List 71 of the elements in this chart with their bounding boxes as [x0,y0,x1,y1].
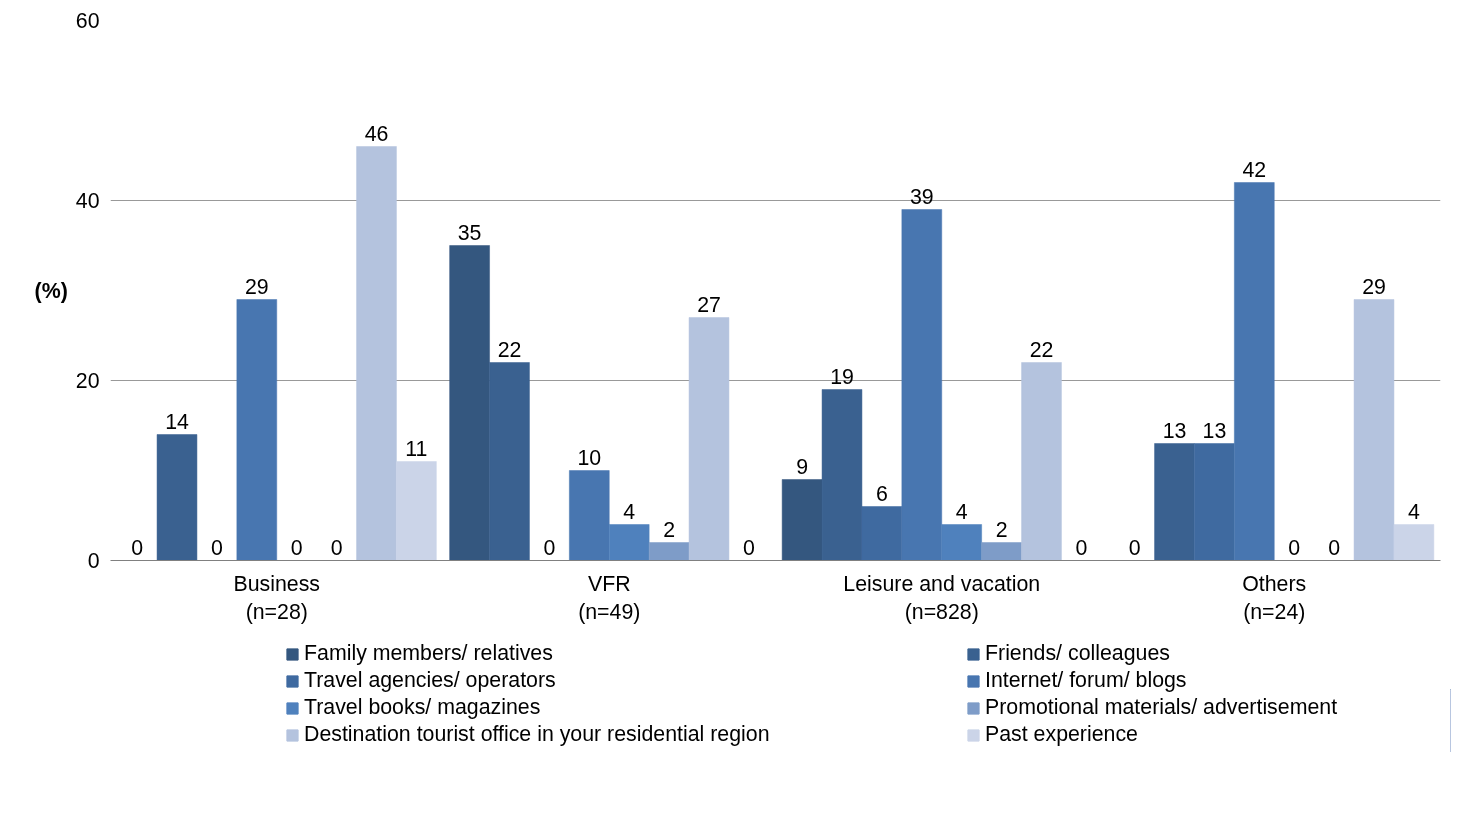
bar [1353,299,1395,561]
bar [688,317,730,561]
data-label: 14 [165,409,189,434]
data-label: 0 [1288,535,1301,560]
data-label: 0 [131,535,144,560]
data-label: 4 [955,499,968,524]
data-label: 19 [830,364,854,389]
bar [236,299,277,561]
bar [821,389,863,561]
legend-label: Travel agencies/ operators [304,668,557,693]
bar [1194,443,1235,561]
legend-label: Past experience [985,722,1139,747]
data-label: 0 [210,535,223,560]
data-label: 0 [1075,535,1088,560]
data-label: 42 [1242,157,1267,182]
bar [489,362,530,561]
legend-label: Promotional materials/ advertisement [985,695,1339,720]
bar [941,524,982,561]
data-label: 0 [543,535,556,560]
bar [449,245,490,561]
bar [781,479,823,561]
bar [156,434,198,561]
data-label: 0 [742,535,755,560]
bar [396,461,437,561]
data-label: 2 [995,517,1008,542]
data-label: 9 [796,454,809,479]
bar [981,542,1022,561]
x-tick-label: VFR (n=49) [578,571,641,625]
x-tick-label: Business (n=28) [233,571,321,625]
legend-label: Internet/ forum/ blogs [985,668,1188,693]
data-label: 27 [697,292,721,317]
y-tick-label: 40 [75,189,100,213]
data-label: 0 [290,535,303,560]
x-tick-label: Leisure and vacation (n=828) [843,571,1041,625]
y-axis-title: (%) [34,278,68,303]
data-label: 10 [577,445,602,470]
data-label: 46 [364,121,389,146]
legend-label: Destination tourist office in your residential region [304,722,771,747]
data-label: 2 [663,517,676,542]
bar [648,542,690,561]
bar [861,506,903,561]
data-label: 4 [1407,499,1420,524]
data-label: 0 [1328,535,1341,560]
data-label: 22 [497,337,522,362]
bar [901,209,942,561]
data-label: 39 [909,184,934,209]
legend-label: Family members/ relatives [304,641,554,666]
bar [1154,443,1195,561]
data-label: 13 [1202,418,1227,443]
bar [1393,524,1435,561]
data-label: 29 [244,274,269,299]
data-label: 6 [875,481,888,506]
legend-label: Friends/ colleagues [985,641,1171,666]
y-tick-label: 0 [87,549,100,573]
data-label: 29 [1362,274,1386,299]
data-label: 4 [623,499,636,524]
y-tick-label: 20 [75,369,100,393]
legend-label: Travel books/ magazines [304,695,542,720]
data-label: 0 [330,535,343,560]
data-label: 22 [1029,337,1054,362]
data-label: 11 [405,436,428,461]
data-label: 35 [457,220,482,245]
bar [569,470,610,561]
y-tick-label: 60 [75,9,100,33]
bar [1021,362,1062,561]
data-label: 0 [1128,535,1141,560]
bar [1234,182,1275,561]
bar [609,524,650,561]
data-label: 13 [1162,418,1187,443]
bar [356,146,397,561]
x-tick-label: Others (n=24) [1242,571,1307,625]
